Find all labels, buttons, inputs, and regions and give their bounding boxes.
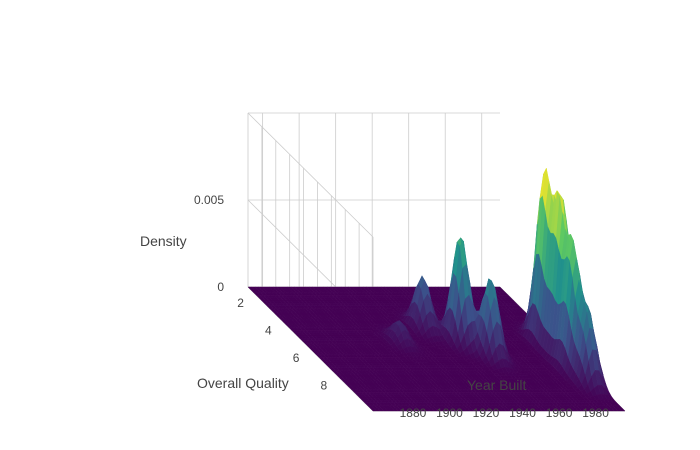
y-tick-label: 1920 bbox=[473, 406, 500, 420]
x-tick-label: 2 bbox=[237, 296, 244, 310]
y-tick-label: 1940 bbox=[509, 406, 536, 420]
z-axis-title: Density bbox=[140, 233, 187, 249]
z-tick-label: 0 bbox=[217, 280, 224, 294]
x-tick-label: 8 bbox=[321, 378, 328, 392]
x-tick-label: 6 bbox=[293, 351, 300, 365]
y-axis-title: Year Built bbox=[467, 377, 527, 393]
y-tick-label: 1900 bbox=[436, 406, 463, 420]
y-tick-label: 1980 bbox=[582, 406, 609, 420]
z-tick-label: 0.005 bbox=[194, 193, 224, 207]
x-tick-label: 4 bbox=[265, 323, 272, 337]
grid-line bbox=[247, 112, 374, 238]
surface-cell bbox=[618, 408, 626, 412]
axis-layer: 2 4 6 8 1880 1900 1920 1940 1960 1980 0 0.005 bbox=[194, 193, 609, 420]
surface-layer bbox=[247, 167, 626, 412]
y-tick-label: 1960 bbox=[546, 406, 573, 420]
x-axis-title: Overall Quality bbox=[197, 375, 289, 391]
y-tick-label: 1880 bbox=[400, 406, 427, 420]
